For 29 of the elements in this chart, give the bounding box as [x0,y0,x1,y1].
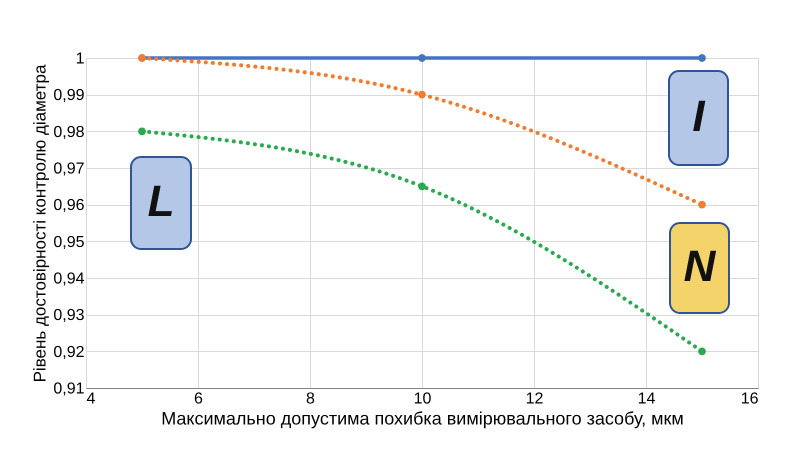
x-tick-label: 4 [86,390,96,408]
point [418,182,426,190]
y-tick-label: 0,97 [53,160,85,178]
y-tick-label: 0,96 [53,197,85,214]
x-tick-label: 10 [414,390,432,408]
point [698,200,706,209]
point [698,347,706,356]
y-tick-label: 0,93 [53,307,85,324]
x-tick-label: 6 [194,390,204,408]
point [698,54,706,62]
x-tick-label: 14 [638,390,656,408]
annotation: N [684,242,717,291]
x-axis-title: Максимально допустима похибка вимірювального засобу, мкм [161,408,684,428]
y-tick-label: 1 [76,50,85,68]
annotation: L [148,177,174,226]
y-axis-title: Рівень достовірності контролю діаметра [30,64,50,382]
y-tick-label: 0,99 [53,87,85,104]
point [418,90,426,99]
x-tick-label: 16 [740,390,759,408]
x-tick-label: 8 [306,390,316,408]
annotation: I [692,92,706,141]
y-tick-label: 0,98 [53,124,85,141]
x-tick-label: 12 [526,390,544,408]
y-tick-label: 0,92 [53,344,85,361]
point [418,54,426,62]
y-tick-label: 0,95 [53,234,85,251]
y-tick-label: 0,94 [53,270,85,288]
point [138,127,146,136]
y-tick-label: 0,91 [53,380,85,398]
